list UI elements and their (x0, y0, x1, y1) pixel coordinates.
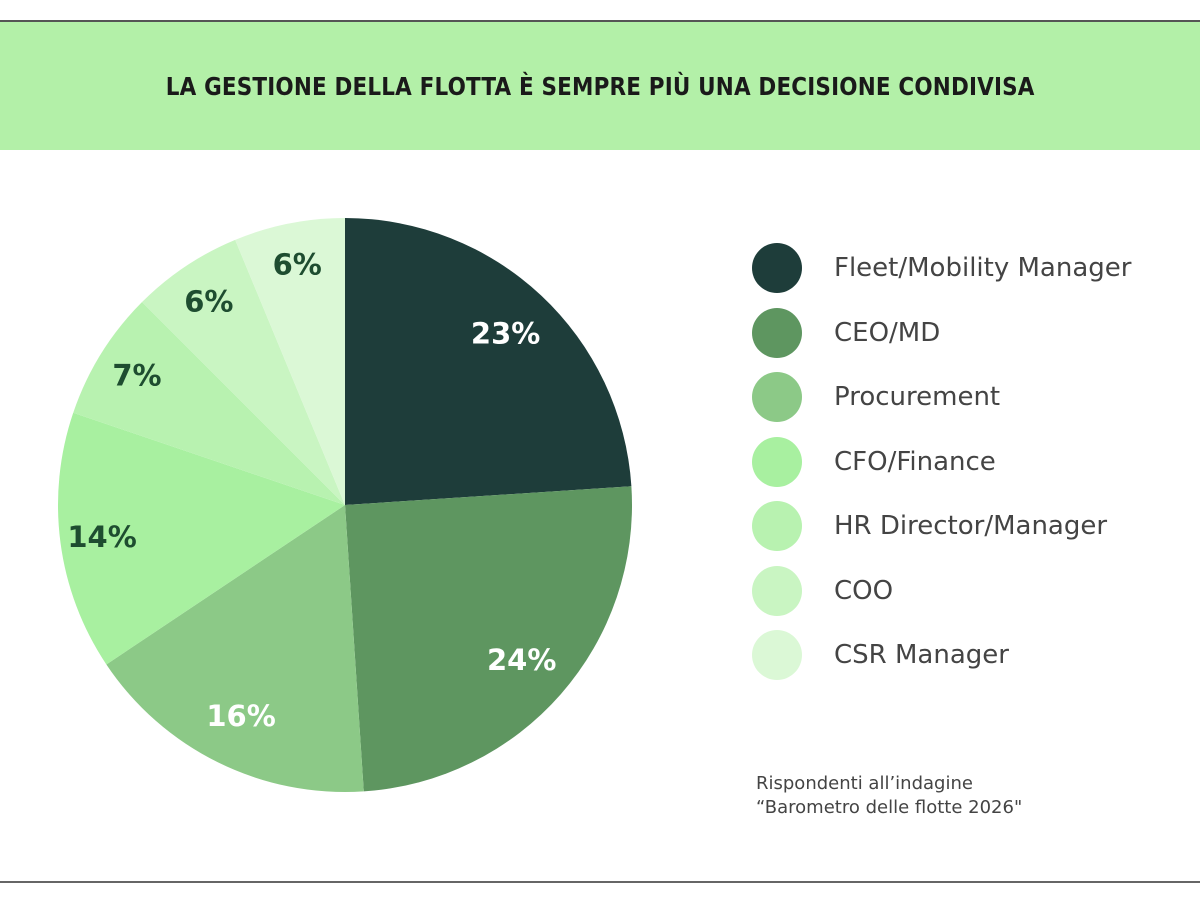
legend-label: Procurement (834, 382, 1001, 413)
legend-label: CEO/MD (834, 317, 941, 348)
pie-slice-csr-manager (235, 218, 345, 505)
legend-label: Fleet/Mobility Manager (834, 253, 1132, 284)
legend-item: CEO/MD (752, 301, 1131, 366)
legend-swatch (752, 565, 802, 616)
data-label: 24% (487, 643, 556, 677)
legend-swatch (752, 630, 802, 681)
legend-item: CFO/Finance (752, 430, 1131, 495)
note-line-1: Rispondenti all’indagine (756, 773, 973, 794)
note-line-2: “Barometro delle flotte 2026" (756, 797, 1023, 818)
legend-item: CSR Manager (752, 623, 1131, 688)
data-label: 14% (67, 520, 136, 554)
pie-slice-ceo-md (345, 486, 632, 792)
legend: Fleet/Mobility Manager CEO/MD Procurement C… (752, 236, 1131, 688)
data-label: 23% (471, 316, 540, 350)
legend-item: Procurement (752, 365, 1131, 430)
title-band: LA GESTIONE DELLA FLOTTA È SEMPRE PIÙ UN… (0, 22, 1200, 150)
bottom-divider (0, 881, 1200, 883)
legend-label: HR Director/Manager (834, 511, 1108, 542)
legend-swatch (752, 436, 802, 487)
data-label: 6% (184, 284, 233, 318)
pie-slice-coo (142, 239, 345, 506)
chart-title: LA GESTIONE DELLA FLOTTA È SEMPRE PIÙ UN… (165, 71, 1035, 101)
legend-label: CSR Manager (834, 640, 1009, 671)
legend-swatch (752, 243, 802, 294)
pie-slice-cfo-finance (58, 412, 346, 665)
legend-item: HR Director/Manager (752, 494, 1131, 559)
legend-swatch (752, 501, 802, 552)
pie-slice-procurement (106, 505, 364, 792)
legend-swatch (752, 372, 802, 423)
pie-slice-fleet-mobility-manager (345, 218, 632, 505)
legend-item: Fleet/Mobility Manager (752, 236, 1131, 301)
data-label: 7% (112, 359, 161, 393)
pie-slice-hr-director-manager (73, 302, 346, 505)
legend-label: CFO/Finance (834, 446, 996, 477)
legend-label: COO (834, 575, 894, 606)
legend-item: COO (752, 559, 1131, 624)
data-label: 16% (206, 699, 275, 733)
source-note: Rispondenti all’indagine “Barometro dell… (756, 772, 1022, 820)
data-label: 6% (273, 248, 322, 282)
legend-swatch (752, 307, 802, 358)
top-divider (0, 20, 1200, 22)
